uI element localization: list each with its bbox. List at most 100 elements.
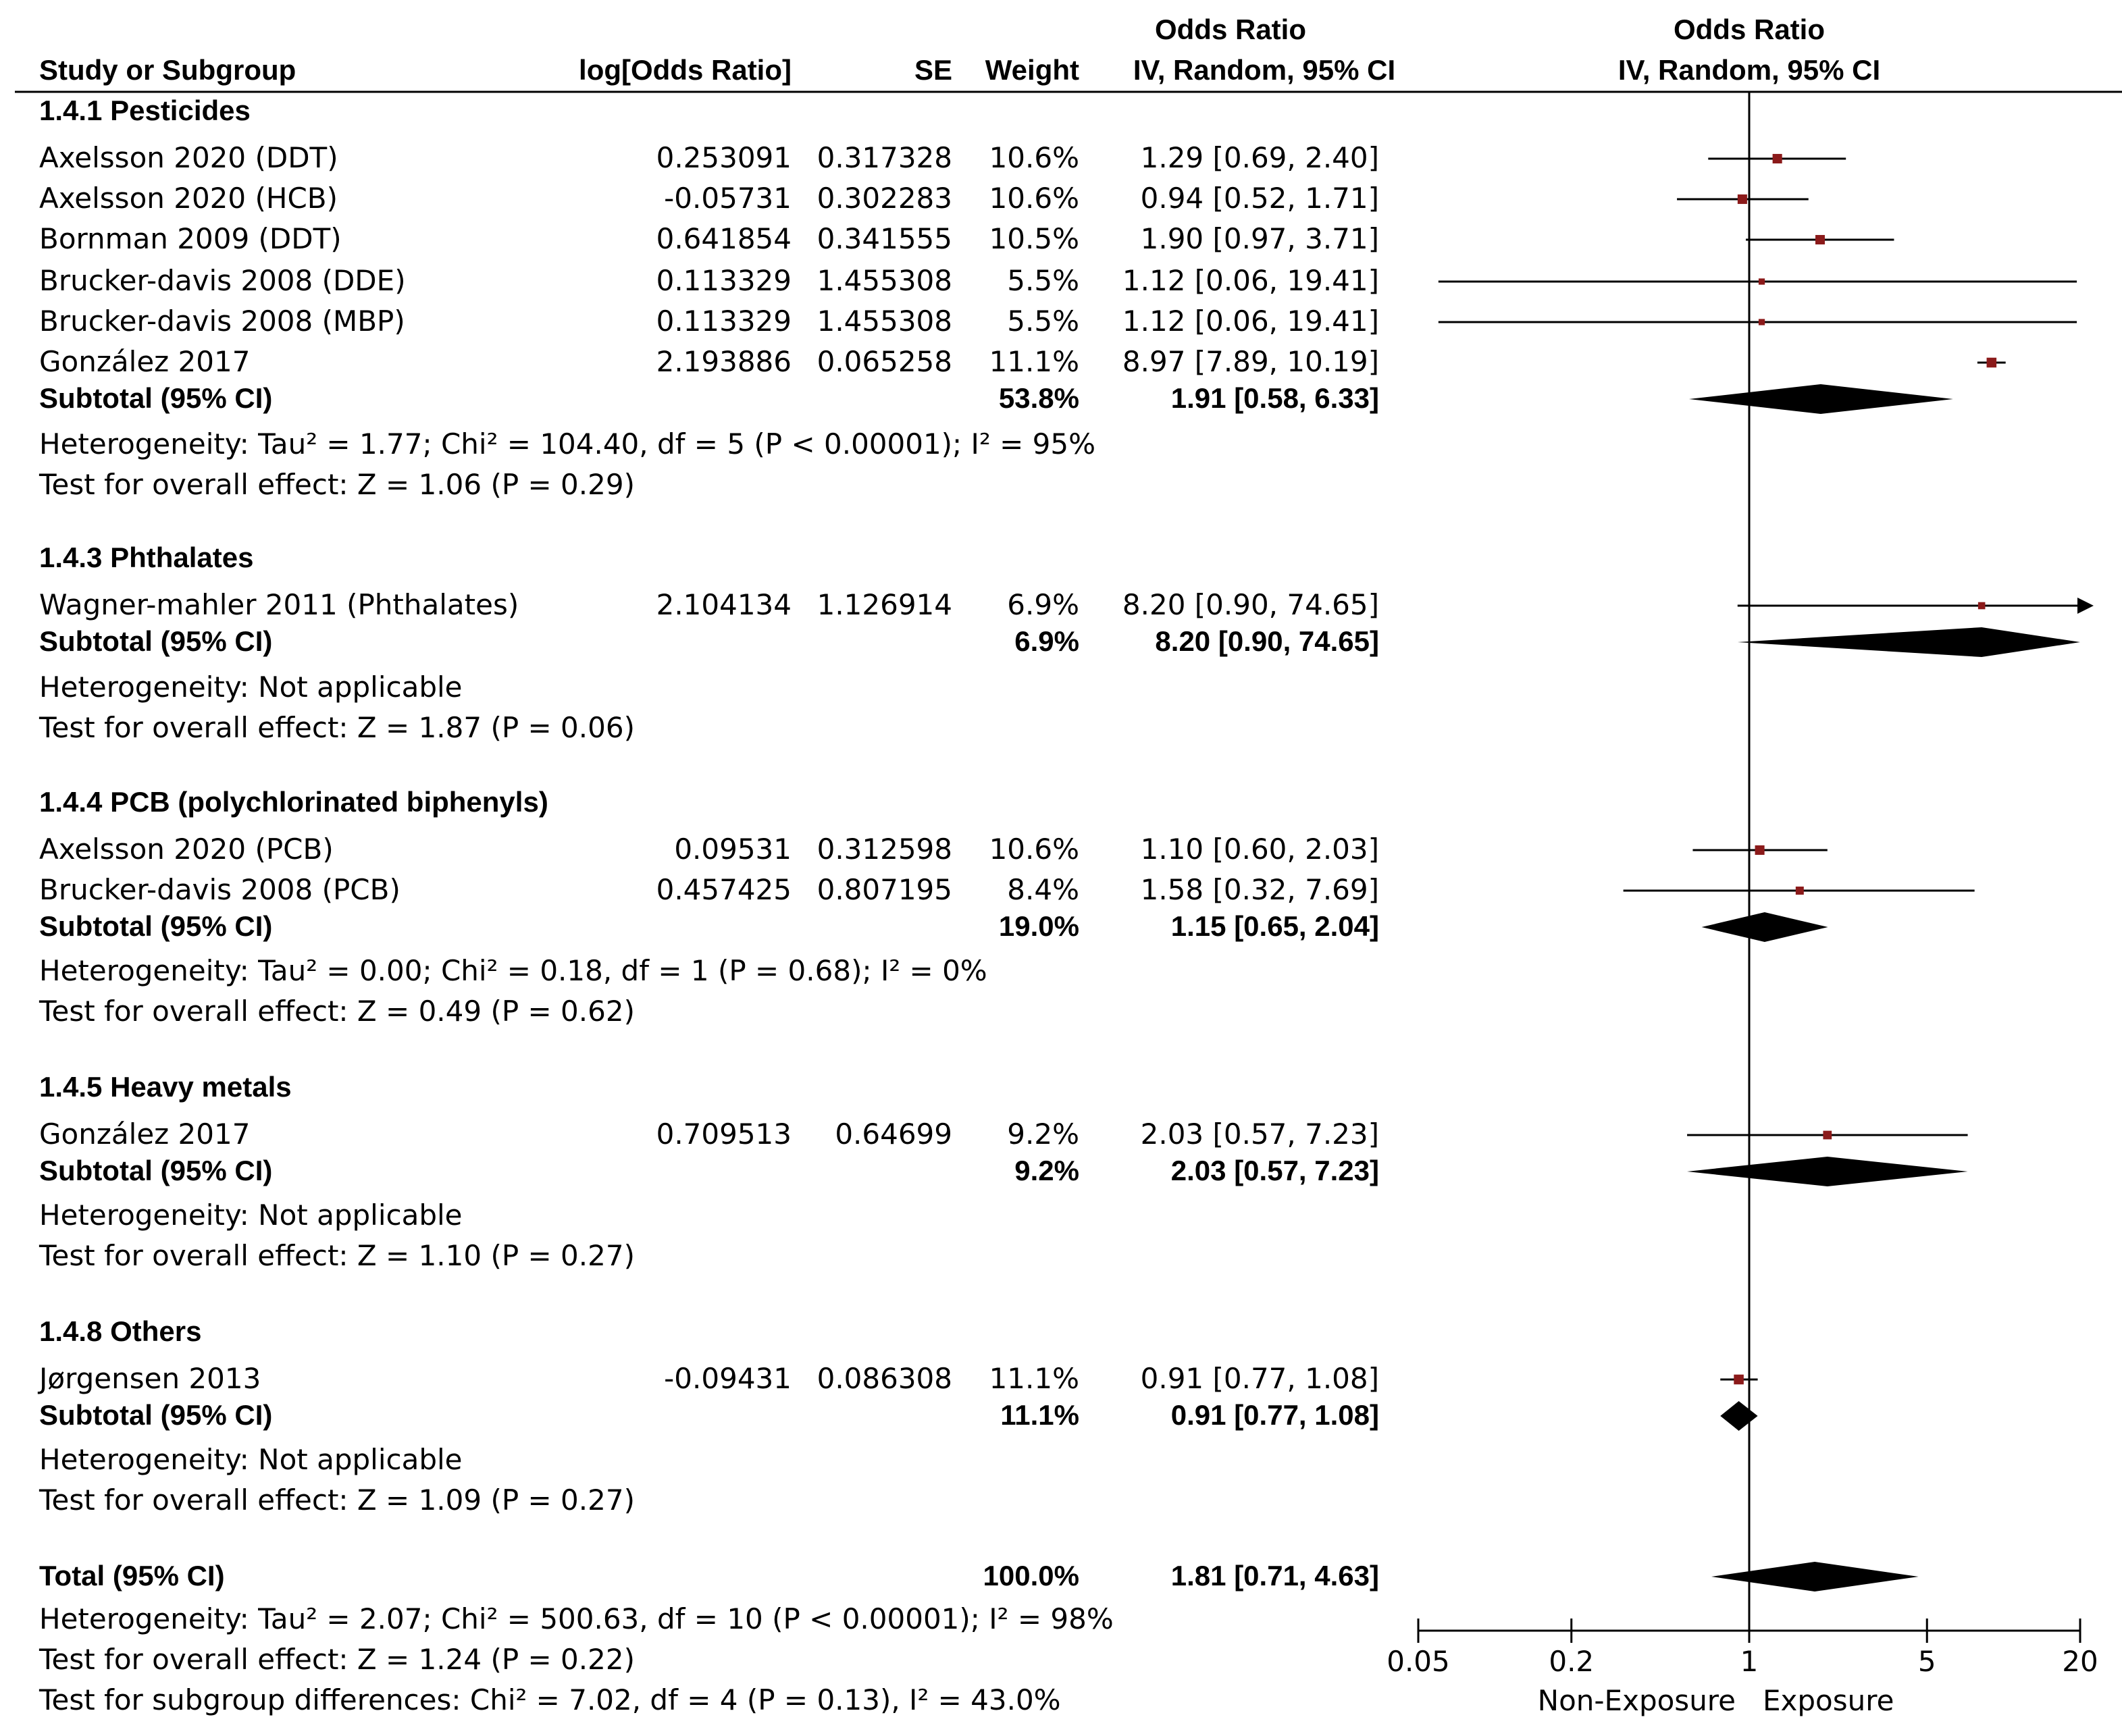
study-weight: 11.1% [989, 1362, 1079, 1395]
subgroup-note: Heterogeneity: Not applicable [39, 670, 463, 704]
table-body: 1.4.1 Pesticides Axelsson 2020 (DDT) 0.253… [37, 95, 1379, 1716]
subgroup-note: Test for overall effect: Z = 0.49 (P = 0… [38, 995, 635, 1028]
study-logor: 0.253091 [656, 141, 792, 174]
total-note: Test for subgroup differences: Chi² = 7.… [38, 1683, 1061, 1716]
study-logor: 0.113329 [656, 305, 792, 338]
study-se: 0.302283 [817, 182, 952, 215]
pooled-diamond [1701, 912, 1828, 942]
subgroup-note: Test for overall effect: Z = 1.10 (P = 0… [38, 1239, 635, 1272]
pooled-diamond [1720, 1401, 1758, 1431]
point-estimate [1823, 1130, 1832, 1140]
point-estimate [1755, 845, 1765, 856]
study-se: 0.312598 [817, 833, 952, 866]
total-note: Test for overall effect: Z = 1.24 (P = 0… [38, 1643, 635, 1676]
study-weight: 10.5% [989, 222, 1079, 255]
subgroup-note: Test for overall effect: Z = 1.06 (P = 0… [38, 468, 635, 501]
study-weight: 10.6% [989, 182, 1079, 215]
study-se: 0.317328 [817, 141, 952, 174]
header-se: SE [914, 54, 952, 86]
plot-area: 0.05 0.2 1 5 20 Non-Exposure Exposure [1387, 92, 2098, 1717]
x-tick-label: 5 [1918, 1645, 1936, 1678]
point-estimate [1737, 194, 1747, 205]
subgroup-title: 1.4.8 Others [39, 1315, 201, 1347]
x-tick-label: 0.05 [1387, 1645, 1450, 1678]
subtotal-label: Subtotal (95% CI) [39, 625, 272, 657]
header-study: Study or Subgroup [39, 54, 296, 86]
subgroup-title: 1.4.4 PCB (polychlorinated biphenyls) [39, 786, 548, 818]
study-weight: 5.5% [1007, 264, 1079, 297]
study-name: Brucker-davis 2008 (MBP) [39, 305, 405, 338]
study-ci: 1.10 [0.60, 2.03] [1141, 833, 1379, 866]
header-weight: Weight [985, 54, 1079, 86]
pooled-diamond [1711, 1562, 1919, 1592]
point-estimate [1977, 602, 1986, 610]
study-name: Axelsson 2020 (DDT) [39, 141, 338, 174]
subtotal-ci: 8.20 [0.90, 74.65] [1155, 625, 1379, 657]
study-weight: 10.6% [989, 833, 1079, 866]
study-logor: 0.641854 [656, 222, 792, 255]
study-ci: 8.20 [0.90, 74.65] [1122, 588, 1379, 621]
subgroup-note: Heterogeneity: Not applicable [39, 1443, 463, 1476]
point-estimate [1758, 278, 1765, 285]
study-se: 0.807195 [817, 873, 952, 906]
study-ci: 0.91 [0.77, 1.08] [1141, 1362, 1379, 1395]
subtotal-label: Subtotal (95% CI) [39, 382, 272, 414]
study-name: González 2017 [39, 1117, 250, 1151]
study-weight: 9.2% [1007, 1117, 1079, 1151]
study-ci: 1.12 [0.06, 19.41] [1122, 264, 1379, 297]
subgroup-note: Heterogeneity: Not applicable [39, 1199, 463, 1232]
study-name: Brucker-davis 2008 (DDE) [39, 264, 406, 297]
subgroup-title: 1.4.1 Pesticides [39, 95, 251, 126]
pooled-diamond [1688, 384, 1953, 414]
study-name: González 2017 [39, 345, 250, 378]
subtotal-ci: 1.91 [0.58, 6.33] [1171, 382, 1379, 414]
header-or-top: Odds Ratio [1155, 14, 1306, 45]
favours-right-label: Exposure [1763, 1684, 1894, 1717]
header-or-bottom: IV, Random, 95% CI [1133, 54, 1395, 86]
study-logor: 2.193886 [656, 345, 792, 378]
subtotal-ci: 2.03 [0.57, 7.23] [1171, 1155, 1379, 1186]
favours-left-label: Non-Exposure [1538, 1684, 1736, 1717]
subgroup-note: Heterogeneity: Tau² = 1.77; Chi² = 104.4… [39, 427, 1095, 461]
study-se: 1.455308 [817, 264, 952, 297]
point-estimate [1795, 887, 1804, 895]
subtotal-ci: 1.15 [0.65, 2.04] [1171, 910, 1379, 942]
study-weight: 10.6% [989, 141, 1079, 174]
study-name: Axelsson 2020 (PCB) [39, 833, 334, 866]
study-se: 0.065258 [817, 345, 952, 378]
study-weight: 5.5% [1007, 305, 1079, 338]
study-name: Wagner-mahler 2011 (Phthalates) [39, 588, 519, 621]
study-weight: 6.9% [1007, 588, 1079, 621]
subgroup-note: Test for overall effect: Z = 1.87 (P = 0… [38, 711, 635, 744]
subgroup-note: Heterogeneity: Tau² = 0.00; Chi² = 0.18,… [39, 954, 987, 987]
subtotal-weight: 11.1% [1000, 1399, 1079, 1431]
study-se: 1.126914 [817, 588, 952, 621]
study-ci: 2.03 [0.57, 7.23] [1141, 1117, 1379, 1151]
point-estimate [1772, 153, 1782, 164]
study-weight: 11.1% [989, 345, 1079, 378]
point-estimate [1758, 319, 1765, 325]
study-name: Jørgensen 2013 [37, 1362, 261, 1395]
x-tick-label: 0.2 [1549, 1645, 1594, 1678]
subtotal-weight: 6.9% [1014, 625, 1079, 657]
subtotal-ci: 0.91 [0.77, 1.08] [1171, 1399, 1379, 1431]
total-note: Heterogeneity: Tau² = 2.07; Chi² = 500.6… [39, 1602, 1114, 1635]
study-logor: 0.09531 [674, 833, 792, 866]
ci-arrow [2077, 598, 2094, 614]
study-ci: 0.94 [0.52, 1.71] [1141, 182, 1379, 215]
subgroup-title: 1.4.3 Phthalates [39, 542, 253, 573]
point-estimate [1815, 235, 1825, 244]
subtotal-label: Subtotal (95% CI) [39, 1155, 272, 1186]
point-estimate [1986, 357, 1997, 368]
study-se: 0.086308 [817, 1362, 952, 1395]
study-se: 0.341555 [817, 222, 952, 255]
table-header: Study or Subgroup log[Odds Ratio] SE Wei… [15, 14, 2122, 93]
header-plot-top: Odds Ratio [1674, 14, 1825, 45]
study-ci: 1.90 [0.97, 3.71] [1141, 222, 1379, 255]
study-name: Bornman 2009 (DDT) [39, 222, 342, 255]
total-label: Total (95% CI) [39, 1560, 225, 1592]
subtotal-label: Subtotal (95% CI) [39, 910, 272, 942]
study-se: 1.455308 [817, 305, 952, 338]
total-ci: 1.81 [0.71, 4.63] [1171, 1560, 1379, 1592]
subtotal-weight: 53.8% [999, 382, 1079, 414]
